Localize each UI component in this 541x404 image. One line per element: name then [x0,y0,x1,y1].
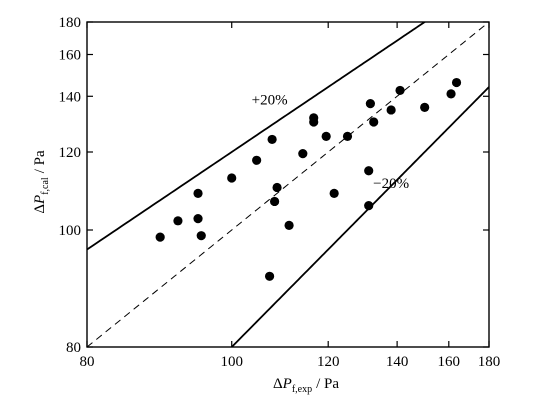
data-point [196,231,206,241]
y-tick-label: 180 [59,15,82,31]
reference-line-labels: +20% −20% [252,93,409,192]
data-point [193,213,203,224]
reference-lines [87,22,489,347]
x-axis-label: ΔPf,exp / Pa [273,376,339,395]
y-tick-label: 120 [59,145,82,161]
data-point [420,102,430,112]
data-point [227,173,237,183]
data-point [284,220,294,230]
x-tick-label: 160 [438,354,461,370]
data-point [365,99,375,109]
axis-ticks [86,21,490,348]
data-points [155,77,462,281]
data-point [386,105,396,115]
reference-line-parity [87,22,489,347]
x-tick-label: 80 [80,354,95,370]
data-point [298,149,308,159]
data-point [193,188,203,198]
data-point [155,232,165,242]
plot-frame [86,21,490,348]
data-point [369,117,379,127]
data-point [395,85,405,96]
data-point [264,271,275,281]
x-tick-label: 180 [478,354,501,370]
axis-tick-labels: 80 100 120 140 160 180 80 100 120 140 160 180 [59,15,501,370]
data-point [321,131,331,141]
data-point [342,131,353,141]
reference-line-plus-20 [87,22,427,251]
data-point [272,182,282,193]
y-tick-label: 160 [59,48,82,64]
reference-line-minus-20 [231,86,489,347]
data-point [309,117,319,127]
data-point [252,155,262,165]
data-point [329,188,339,198]
data-point [451,77,462,88]
data-point [270,196,280,207]
x-tick-label: 120 [317,354,340,370]
y-tick-label: 80 [66,340,81,356]
annotation-minus-20: −20% [373,176,409,192]
y-tick-label: 100 [59,223,82,239]
data-point [173,216,183,226]
data-point [364,166,374,176]
y-axis-label: ΔPf,cal/ Pa [32,150,51,214]
data-point [446,89,456,99]
data-point [364,201,374,211]
x-tick-label: 100 [220,354,243,370]
data-point [267,134,277,145]
annotation-plus-20: +20% [252,93,288,109]
y-tick-label: 140 [59,89,82,105]
x-tick-label: 140 [386,354,409,370]
